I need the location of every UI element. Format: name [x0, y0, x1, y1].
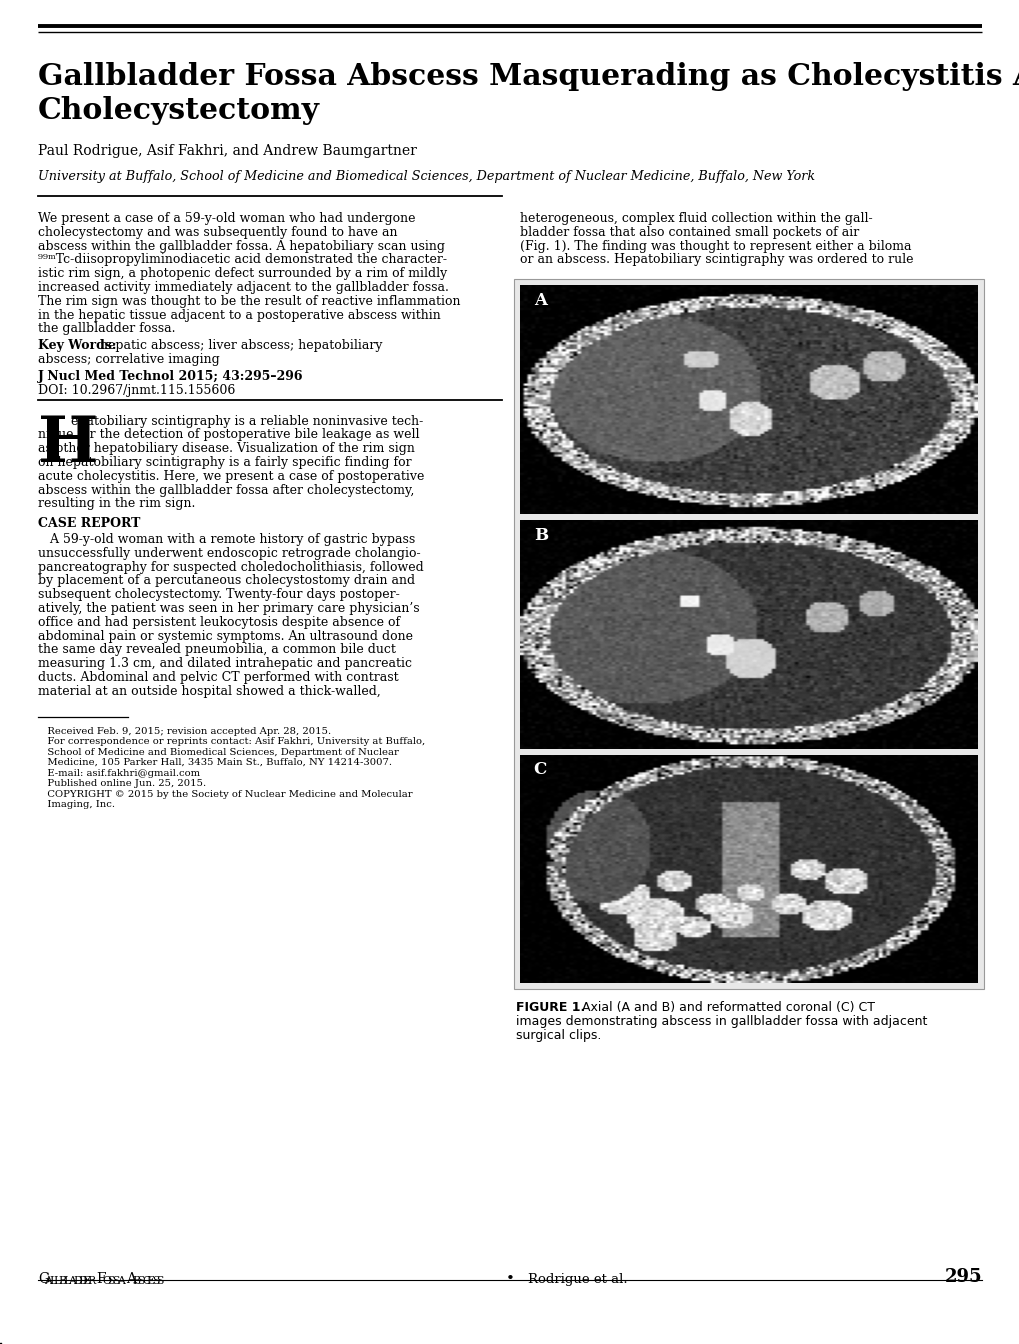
- Text: ⁹⁹ᵐTc-diisopropyliminodiacetic acid demonstrated the character-: ⁹⁹ᵐTc-diisopropyliminodiacetic acid demo…: [38, 254, 446, 266]
- Text: A: A: [533, 292, 546, 309]
- Text: as other hepatobiliary disease. Visualization of the rim sign: as other hepatobiliary disease. Visualiz…: [38, 442, 415, 456]
- Text: or an abscess. Hepatobiliary scintigraphy was ordered to rule: or an abscess. Hepatobiliary scintigraph…: [520, 254, 913, 266]
- Text: E: E: [147, 1275, 155, 1286]
- Text: bladder fossa that also contained small pockets of air: bladder fossa that also contained small …: [520, 226, 858, 239]
- Text: L: L: [49, 1275, 56, 1286]
- Bar: [520, 754, 977, 984]
- Text: C: C: [142, 1275, 150, 1286]
- Text: L: L: [63, 1275, 70, 1286]
- Text: •: •: [505, 1271, 514, 1286]
- Text: L: L: [54, 1275, 61, 1286]
- Text: S: S: [137, 1275, 145, 1286]
- Text: unsuccessfully underwent endoscopic retrograde cholangio-: unsuccessfully underwent endoscopic retr…: [38, 547, 420, 560]
- Text: School of Medicine and Biomedical Sciences, Department of Nuclear: School of Medicine and Biomedical Scienc…: [38, 747, 398, 757]
- Text: D: D: [73, 1275, 82, 1286]
- Text: ducts. Abdominal and pelvic CT performed with contrast: ducts. Abdominal and pelvic CT performed…: [38, 671, 398, 684]
- Text: A 59-y-old woman with a remote history of gastric bypass: A 59-y-old woman with a remote history o…: [38, 534, 415, 546]
- Bar: [520, 285, 977, 513]
- Text: CASE REPORT: CASE REPORT: [38, 517, 141, 530]
- Text: For correspondence or reprints contact: Asif Fakhri, University at Buffalo,: For correspondence or reprints contact: …: [38, 737, 425, 746]
- Text: E: E: [83, 1275, 91, 1286]
- Text: Key Words:: Key Words:: [38, 339, 116, 352]
- Text: on hepatobiliary scintigraphy is a fairly specific finding for: on hepatobiliary scintigraphy is a fairl…: [38, 456, 412, 469]
- Text: DOI: 10.2967/jnmt.115.155606: DOI: 10.2967/jnmt.115.155606: [38, 383, 235, 396]
- Text: A: A: [44, 1275, 52, 1286]
- Text: B: B: [533, 527, 547, 544]
- Text: G: G: [38, 1271, 49, 1286]
- Text: abscess within the gallbladder fossa. A hepatobiliary scan using: abscess within the gallbladder fossa. A …: [38, 239, 444, 253]
- Text: subsequent cholecystectomy. Twenty-four days postoper-: subsequent cholecystectomy. Twenty-four …: [38, 589, 399, 601]
- Text: Received Feb. 9, 2015; revision accepted Apr. 28, 2015.: Received Feb. 9, 2015; revision accepted…: [38, 727, 331, 735]
- Text: abscess; correlative imaging: abscess; correlative imaging: [38, 353, 219, 366]
- Text: A: A: [126, 1271, 136, 1286]
- Text: measuring 1.3 cm, and dilated intrahepatic and pancreatic: measuring 1.3 cm, and dilated intrahepat…: [38, 657, 412, 671]
- Text: The rim sign was thought to be the result of reactive inflammation: The rim sign was thought to be the resul…: [38, 294, 460, 308]
- Text: University at Buffalo, School of Medicine and Biomedical Sciences, Department of: University at Buffalo, School of Medicin…: [38, 169, 814, 183]
- Text: A: A: [117, 1275, 125, 1286]
- Text: surgical clips.: surgical clips.: [516, 1028, 601, 1042]
- Text: material at an outside hospital showed a thick-walled,: material at an outside hospital showed a…: [38, 685, 380, 698]
- Text: F: F: [97, 1271, 106, 1286]
- Text: Gallbladder Fossa Abscess Masquerading as Cholecystitis After: Gallbladder Fossa Abscess Masquerading a…: [38, 62, 1019, 91]
- Text: O: O: [103, 1275, 112, 1286]
- Text: S: S: [112, 1275, 119, 1286]
- Text: H: H: [38, 414, 98, 474]
- Text: J Nucl Med Technol 2015; 43:295–296: J Nucl Med Technol 2015; 43:295–296: [38, 370, 304, 383]
- Text: by placement of a percutaneous cholecystostomy drain and: by placement of a percutaneous cholecyst…: [38, 574, 415, 587]
- Text: acute cholecystitis. Here, we present a case of postoperative: acute cholecystitis. Here, we present a …: [38, 470, 424, 482]
- Text: E-mail: asif.fakhri@gmail.com: E-mail: asif.fakhri@gmail.com: [38, 769, 200, 778]
- Text: Cholecystectomy: Cholecystectomy: [38, 95, 320, 125]
- Text: Imaging, Inc.: Imaging, Inc.: [38, 800, 115, 809]
- Text: S: S: [107, 1275, 115, 1286]
- Text: abdominal pain or systemic symptoms. An ultrasound done: abdominal pain or systemic symptoms. An …: [38, 629, 413, 642]
- Text: nique for the detection of postoperative bile leakage as well: nique for the detection of postoperative…: [38, 429, 419, 441]
- Text: We present a case of a 59-y-old woman who had undergone: We present a case of a 59-y-old woman wh…: [38, 212, 415, 224]
- Text: S: S: [152, 1275, 159, 1286]
- Text: cholecystectomy and was subsequently found to have an: cholecystectomy and was subsequently fou…: [38, 226, 397, 239]
- Text: the gallbladder fossa.: the gallbladder fossa.: [38, 323, 175, 336]
- Text: (Fig. 1). The finding was thought to represent either a biloma: (Fig. 1). The finding was thought to rep…: [520, 239, 911, 253]
- Text: Published online Jun. 25, 2015.: Published online Jun. 25, 2015.: [38, 780, 206, 788]
- Text: Paul Rodrigue, Asif Fakhri, and Andrew Baumgartner: Paul Rodrigue, Asif Fakhri, and Andrew B…: [38, 144, 417, 159]
- Text: 295: 295: [944, 1267, 981, 1286]
- Text: D: D: [78, 1275, 87, 1286]
- Text: heterogeneous, complex fluid collection within the gall-: heterogeneous, complex fluid collection …: [520, 212, 872, 224]
- Text: Rodrigue et al.: Rodrigue et al.: [528, 1273, 627, 1286]
- Text: A: A: [68, 1275, 76, 1286]
- Text: C: C: [533, 762, 546, 778]
- Text: Axial (A and B) and reformatted coronal (C) CT: Axial (A and B) and reformatted coronal …: [574, 1001, 874, 1015]
- Text: in the hepatic tissue adjacent to a postoperative abscess within: in the hepatic tissue adjacent to a post…: [38, 309, 440, 321]
- Text: abscess within the gallbladder fossa after cholecystectomy,: abscess within the gallbladder fossa aft…: [38, 484, 414, 496]
- Text: COPYRIGHT © 2015 by the Society of Nuclear Medicine and Molecular: COPYRIGHT © 2015 by the Society of Nucle…: [38, 789, 413, 798]
- Bar: [520, 520, 977, 749]
- Text: B: B: [132, 1275, 140, 1286]
- Text: resulting in the rim sign.: resulting in the rim sign.: [38, 497, 196, 511]
- Text: B: B: [59, 1275, 66, 1286]
- Text: Medicine, 105 Parker Hall, 3435 Main St., Buffalo, NY 14214-3007.: Medicine, 105 Parker Hall, 3435 Main St.…: [38, 758, 391, 767]
- Bar: [514, 280, 983, 989]
- Text: images demonstrating abscess in gallbladder fossa with adjacent: images demonstrating abscess in gallblad…: [516, 1015, 926, 1028]
- Text: the same day revealed pneumobilia, a common bile duct: the same day revealed pneumobilia, a com…: [38, 644, 395, 656]
- Text: epatobiliary scintigraphy is a reliable noninvasive tech-: epatobiliary scintigraphy is a reliable …: [71, 414, 423, 427]
- Text: S: S: [156, 1275, 164, 1286]
- Text: atively, the patient was seen in her primary care physician’s: atively, the patient was seen in her pri…: [38, 602, 419, 616]
- Text: office and had persistent leukocytosis despite absence of: office and had persistent leukocytosis d…: [38, 616, 399, 629]
- Text: increased activity immediately adjacent to the gallbladder fossa.: increased activity immediately adjacent …: [38, 281, 448, 294]
- Text: pancreatography for suspected choledocholithiasis, followed: pancreatography for suspected choledocho…: [38, 560, 423, 574]
- Text: hepatic abscess; liver abscess; hepatobiliary: hepatic abscess; liver abscess; hepatobi…: [96, 339, 382, 352]
- Text: istic rim sign, a photopenic defect surrounded by a rim of mildly: istic rim sign, a photopenic defect surr…: [38, 267, 446, 280]
- Text: R: R: [88, 1275, 96, 1286]
- Text: FIGURE 1.: FIGURE 1.: [516, 1001, 585, 1015]
